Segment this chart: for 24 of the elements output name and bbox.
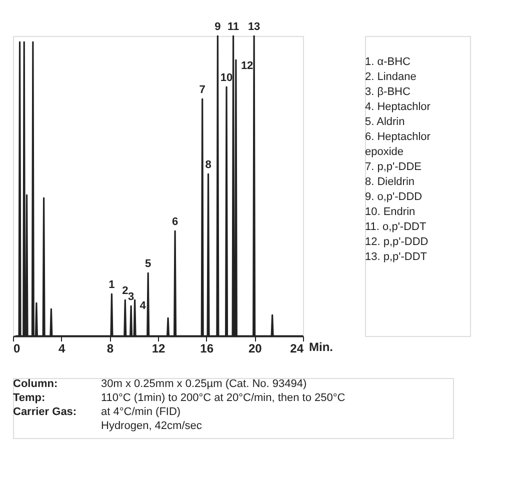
x-axis-title: Min. <box>309 340 333 354</box>
annotation: 7 <box>199 84 206 96</box>
x-tick-label: 16 <box>200 342 214 356</box>
annotation: 11 <box>227 21 240 33</box>
annotation: 5 <box>145 258 152 270</box>
annotation: 3 <box>128 291 134 303</box>
text: 30m x 0.25mm x 0.25µm (Cat. No. 93494) 110°C (1min) to 200°C at 20°C/min, then to 250°C at 4°C/min (FID) Hydrogen, 42cm/sec <box>101 378 346 432</box>
x-tick-label: 12 <box>152 342 166 356</box>
x-tick-label: 4 <box>58 342 66 356</box>
annotation: 6 <box>172 216 178 228</box>
text: Column: Temp: Carrier Gas: <box>13 378 77 418</box>
annotation: 1 <box>108 279 115 291</box>
x-tick-label: 20 <box>248 342 262 356</box>
annotation: 12 <box>240 60 254 72</box>
annotation: 4 <box>140 300 147 312</box>
annotation: 13 <box>248 21 260 33</box>
x-tick-label: 0 <box>14 342 20 356</box>
annotation: 8 <box>205 159 212 171</box>
text: 1. α-BHC 2. Lindane 3. β-BHC 4. Heptachlor 5. Aldrin 6. Heptachlor epoxide 7. p,p'-DDE 8. Dieldrin 9. o,p'-DDD 10. Endrin 11. o,p'-DDT 12. p,p'-DDD 13. p,p'-DDT <box>365 56 430 263</box>
x-tick-label: 24 <box>290 342 304 356</box>
annotation: 2 <box>122 285 128 297</box>
x-tick-label: 8 <box>106 342 114 356</box>
annotation: 10 <box>220 72 233 84</box>
annotation: 9 <box>214 21 221 33</box>
